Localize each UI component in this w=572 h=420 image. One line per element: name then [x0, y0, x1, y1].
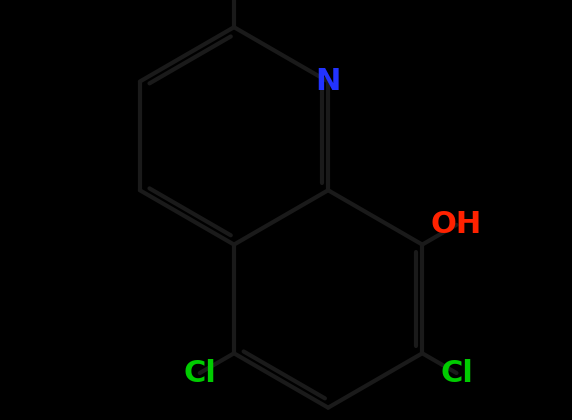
- Text: Cl: Cl: [183, 359, 216, 388]
- Text: N: N: [315, 67, 341, 96]
- Text: OH: OH: [431, 210, 482, 239]
- Text: Cl: Cl: [440, 359, 473, 388]
